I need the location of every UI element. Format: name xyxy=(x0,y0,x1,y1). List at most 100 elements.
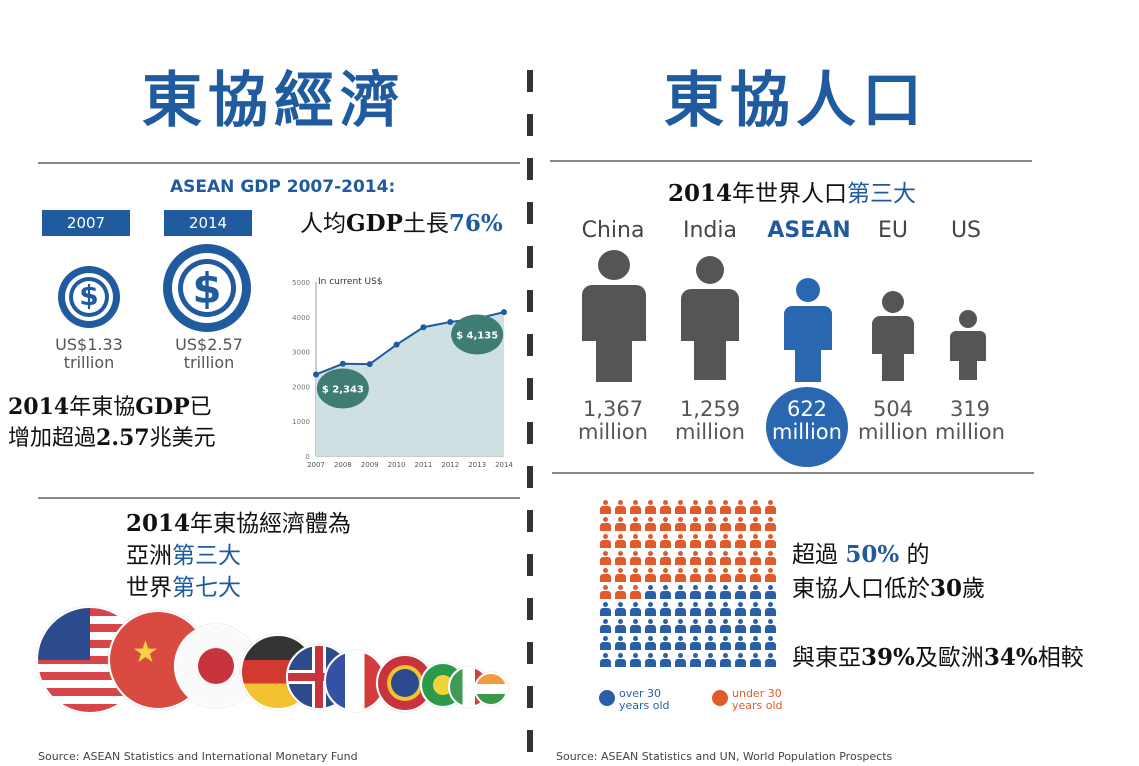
legend-label-over30: over 30 years old xyxy=(619,687,670,712)
person-figure-icon xyxy=(690,517,701,531)
person-figure-icon xyxy=(615,500,626,514)
person-figure-icon xyxy=(645,602,656,616)
population-asean: 622 million xyxy=(772,397,842,444)
person-figure-icon xyxy=(705,619,716,633)
person-figure-icon xyxy=(720,619,731,633)
person-figure-icon xyxy=(735,636,746,650)
region-label-asean: ASEAN xyxy=(767,218,851,243)
person-figure-icon xyxy=(675,653,686,667)
chart-point xyxy=(447,319,454,326)
person-figure-icon xyxy=(660,585,671,599)
person-figure-icon xyxy=(615,585,626,599)
person-figure-icon xyxy=(660,636,671,650)
person-figure-icon xyxy=(660,551,671,565)
person-figure-icon xyxy=(765,551,776,565)
person-figure-icon xyxy=(645,517,656,531)
region-label-china: China xyxy=(581,218,645,243)
chart-point xyxy=(420,324,427,331)
population-rank-subtitle: 2014年世界人口第三大 xyxy=(668,180,917,207)
person-figure-icon xyxy=(675,568,686,582)
person-figure-icon xyxy=(645,653,656,667)
person-figure-icon xyxy=(720,602,731,616)
person-figure-icon xyxy=(750,602,761,616)
gdp-increase-text: 2014年東協GDP已 增加超過2.57兆美元 xyxy=(8,394,216,451)
person-figure-icon xyxy=(615,551,626,565)
gdp-chart: 0 1000 2000 3000 4000 5000 2007 2008 2009 2010 201… xyxy=(292,277,513,469)
person-figure-icon xyxy=(690,534,701,548)
person-icon-asean xyxy=(784,278,832,382)
person-figure-icon xyxy=(750,500,761,514)
population-eu: 504 million xyxy=(858,397,928,444)
economy-rank-text: 2014年東協經濟體為 亞洲第三大 世界第七大 xyxy=(126,510,352,601)
region-label-india: India xyxy=(683,218,737,243)
chart-annotation-bubble xyxy=(451,314,504,355)
person-icon-eu xyxy=(872,291,914,381)
person-figure-icon xyxy=(615,602,626,616)
person-figure-icon xyxy=(690,551,701,565)
person-figure-icon xyxy=(735,500,746,514)
person-figure-icon xyxy=(690,653,701,667)
person-figure-icon xyxy=(675,619,686,633)
chart-x-tick: 2011 xyxy=(415,461,433,469)
chart-y-tick: 0 xyxy=(306,453,310,461)
person-figure-icon xyxy=(690,500,701,514)
person-figure-icon xyxy=(705,551,716,565)
chart-x-tick: 2007 xyxy=(307,461,325,469)
chart-point xyxy=(366,361,373,368)
person-figure-icon xyxy=(705,636,716,650)
chart-x-tick: 2010 xyxy=(388,461,406,469)
population-us: 319 million xyxy=(935,397,1005,444)
person-figure-icon xyxy=(660,534,671,548)
person-figure-icon xyxy=(720,636,731,650)
person-figure-icon xyxy=(630,585,641,599)
person-figure-icon xyxy=(660,568,671,582)
person-figure-icon xyxy=(600,636,611,650)
chart-annotation-label: $ 4,135 xyxy=(456,331,498,342)
right-mid-divider xyxy=(552,472,1034,474)
person-figure-icon xyxy=(765,619,776,633)
person-figure-icon xyxy=(720,653,731,667)
person-figure-icon xyxy=(690,568,701,582)
person-figure-icon xyxy=(660,619,671,633)
chart-x-tick: 2013 xyxy=(468,461,486,469)
person-figure-icon xyxy=(615,636,626,650)
left-mid-divider xyxy=(38,497,520,499)
chart-point xyxy=(501,309,507,316)
gdp-2014-value: US$2.57 trillion xyxy=(175,335,243,372)
person-figure-icon xyxy=(735,517,746,531)
person-figure-icon xyxy=(630,534,641,548)
person-figure-icon xyxy=(675,602,686,616)
person-figure-icon xyxy=(705,585,716,599)
asean-flag-icon xyxy=(376,654,434,712)
chart-title: In current US$ xyxy=(318,277,383,287)
person-figure-icon xyxy=(615,568,626,582)
chart-x-tick: 2008 xyxy=(334,461,352,469)
person-figure-icon xyxy=(600,517,611,531)
chart-point xyxy=(313,371,319,378)
chart-x-tick: 2012 xyxy=(441,461,459,469)
year-2007-box: 2007 xyxy=(42,210,130,236)
person-figure-icon xyxy=(615,534,626,548)
person-figure-icon xyxy=(600,653,611,667)
person-figure-icon xyxy=(765,602,776,616)
person-figure-icon xyxy=(705,568,716,582)
person-figure-icon xyxy=(750,534,761,548)
age-people-grid xyxy=(600,500,782,672)
person-figure-icon xyxy=(645,585,656,599)
asean-highlight-circle xyxy=(766,387,848,467)
per-capita-growth: 人均GDP土長76% xyxy=(300,210,503,237)
person-figure-icon xyxy=(645,636,656,650)
chart-point xyxy=(339,360,346,367)
person-figure-icon xyxy=(765,585,776,599)
chart-y-tick: 1000 xyxy=(292,418,310,426)
person-figure-icon xyxy=(705,653,716,667)
person-figure-icon xyxy=(735,602,746,616)
right-title: 東協人口 xyxy=(664,66,928,136)
person-figure-icon xyxy=(630,500,641,514)
legend-dot-under30 xyxy=(712,690,728,706)
person-figure-icon xyxy=(645,551,656,565)
population-china: 1,367 million xyxy=(578,397,648,444)
person-figure-icon xyxy=(660,602,671,616)
person-icon-us xyxy=(950,310,986,380)
person-figure-icon xyxy=(645,619,656,633)
